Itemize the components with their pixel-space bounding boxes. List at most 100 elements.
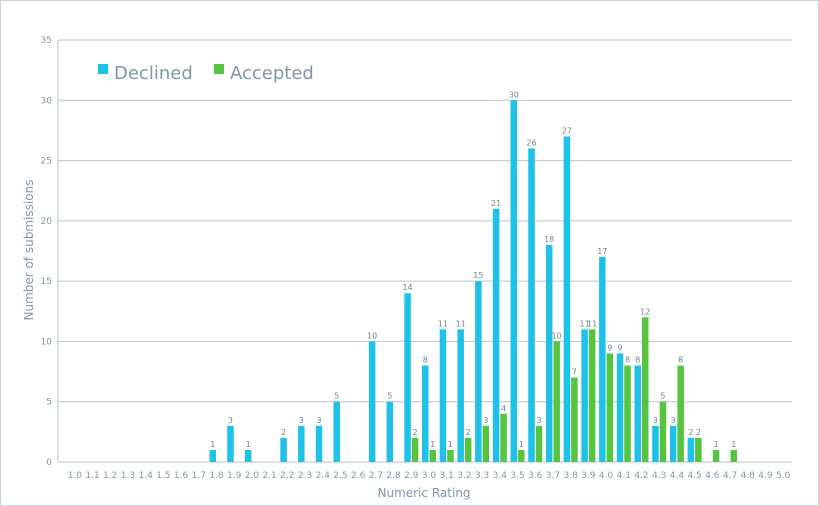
bar-accepted-4.2 [641,317,649,462]
bar-value-label: 3 [316,416,321,425]
y-axis-ticks: 0 5 10 15 20 25 30 35 [41,36,53,468]
y-tick-label: 20 [41,217,53,227]
bar-value-label: 1 [519,440,524,449]
bar-value-label: 2 [688,428,693,437]
bar-declined-4.3 [652,425,659,462]
y-tick-label: 15 [41,277,52,287]
bar-declined-2.3 [298,425,305,462]
bar-accepted-4.4 [677,365,684,462]
x-axis-title: Numeric Rating [377,486,470,500]
bar-value-label: 9 [617,343,622,352]
bar-value-label: 1 [210,440,215,449]
bar-value-label: 10 [367,331,377,340]
x-tick-label: 3.7 [546,471,560,481]
x-tick-label: 3.3 [475,471,489,481]
bar-value-label: 12 [640,307,650,316]
bar-value-label: 1 [430,440,435,449]
x-tick-label: 3.0 [422,471,437,481]
legend-swatch-accepted [214,64,224,74]
bar-value-label: 27 [562,126,572,135]
x-tick-label: 1.0 [68,471,83,481]
x-tick-label: 1.1 [85,471,99,481]
bar-declined-3.4 [492,208,500,462]
y-tick-label: 35 [41,36,52,46]
bar-value-label: 8 [678,356,683,365]
x-axis-ticks: 1.0 1.1 1.2 1.3 1.4 1.5 1.6 1.7 1.8 1.9 2.0 2.1 2.2 2… [68,471,791,481]
x-tick-label: 2.6 [351,471,366,481]
bar-accepted-3.2 [464,437,472,462]
bar-declined-4.0 [599,257,606,462]
x-tick-label: 2.5 [333,471,347,481]
bar-declined-3.5 [510,100,518,463]
x-tick-label: 2.1 [262,471,276,481]
bar-value-label: 3 [299,416,304,425]
x-tick-label: 2.8 [386,471,401,481]
x-tick-label: 4.5 [687,471,701,481]
y-tick-label: 25 [41,157,52,167]
bar-declined-3.0 [422,365,429,462]
y-tick-label: 0 [46,458,52,468]
bar-value-label: 11 [580,319,590,328]
bar-declined-3.9 [581,329,588,462]
bar-value-label: 2 [412,428,417,437]
legend-swatch-declined [98,64,108,74]
bar-accepted-3.7 [553,341,560,462]
y-tick-label: 5 [46,398,52,408]
x-tick-label: 1.9 [227,471,242,481]
bar-declined-2.9 [404,293,411,462]
x-tick-label: 2.7 [369,471,383,481]
bar-value-label: 15 [473,271,483,280]
bars [209,100,738,463]
x-tick-label: 1.4 [139,471,154,481]
bar-value-label: 2 [281,428,286,437]
bar-value-label: 3 [536,416,541,425]
bar-value-label: 9 [607,343,612,352]
x-tick-label: 4.4 [670,471,685,481]
x-tick-label: 3.8 [563,471,578,481]
x-tick-label: 5.0 [776,471,791,481]
bar-value-label: 5 [387,392,392,401]
x-tick-label: 3.1 [440,471,454,481]
x-tick-label: 2.3 [298,471,312,481]
bar-declined-4.4 [669,425,677,462]
x-tick-label: 4.6 [705,471,720,481]
legend: Declined Accepted [98,63,314,84]
bar-accepted-3.5 [518,449,525,462]
bar-declined-4.1 [616,353,624,462]
bar-declined-1.9 [227,425,234,462]
bar-declined-2.7 [368,341,376,462]
bar-value-label: 3 [228,416,233,425]
bar-accepted-4.3 [659,401,667,462]
bar-declined-2.4 [315,425,323,462]
bar-value-label: 8 [423,356,428,365]
y-axis-title: Number of submissions [22,180,36,321]
legend-label-declined: Declined [114,63,193,84]
bar-value-label: 11 [587,319,597,328]
bar-value-label: 21 [491,199,501,208]
bar-value-label: 11 [456,319,466,328]
x-tick-label: 3.9 [581,471,596,481]
bar-declined-4.5 [687,437,695,462]
y-tick-label: 30 [41,96,53,106]
bar-value-label: 5 [334,392,339,401]
x-tick-label: 2.0 [245,471,260,481]
bar-accepted-3.3 [482,425,490,462]
x-tick-label: 4.3 [652,471,666,481]
x-tick-label: 2.2 [280,471,294,481]
x-tick-label: 2.4 [316,471,331,481]
bar-declined-3.8 [563,136,571,462]
x-tick-label: 3.5 [510,471,524,481]
bar-value-label: 8 [625,356,630,365]
bar-accepted-3.8 [571,377,578,462]
bar-accepted-3.6 [535,425,543,462]
bar-declined-3.2 [457,329,464,462]
bar-declined-2.0 [244,449,252,462]
x-tick-label: 4.7 [723,471,737,481]
bar-declined-2.2 [280,437,287,462]
bar-accepted-3.0 [429,449,436,462]
bar-declined-2.8 [386,401,394,462]
bar-value-label: 1 [448,440,453,449]
bar-declined-2.5 [333,401,340,462]
x-tick-label: 2.9 [404,471,419,481]
